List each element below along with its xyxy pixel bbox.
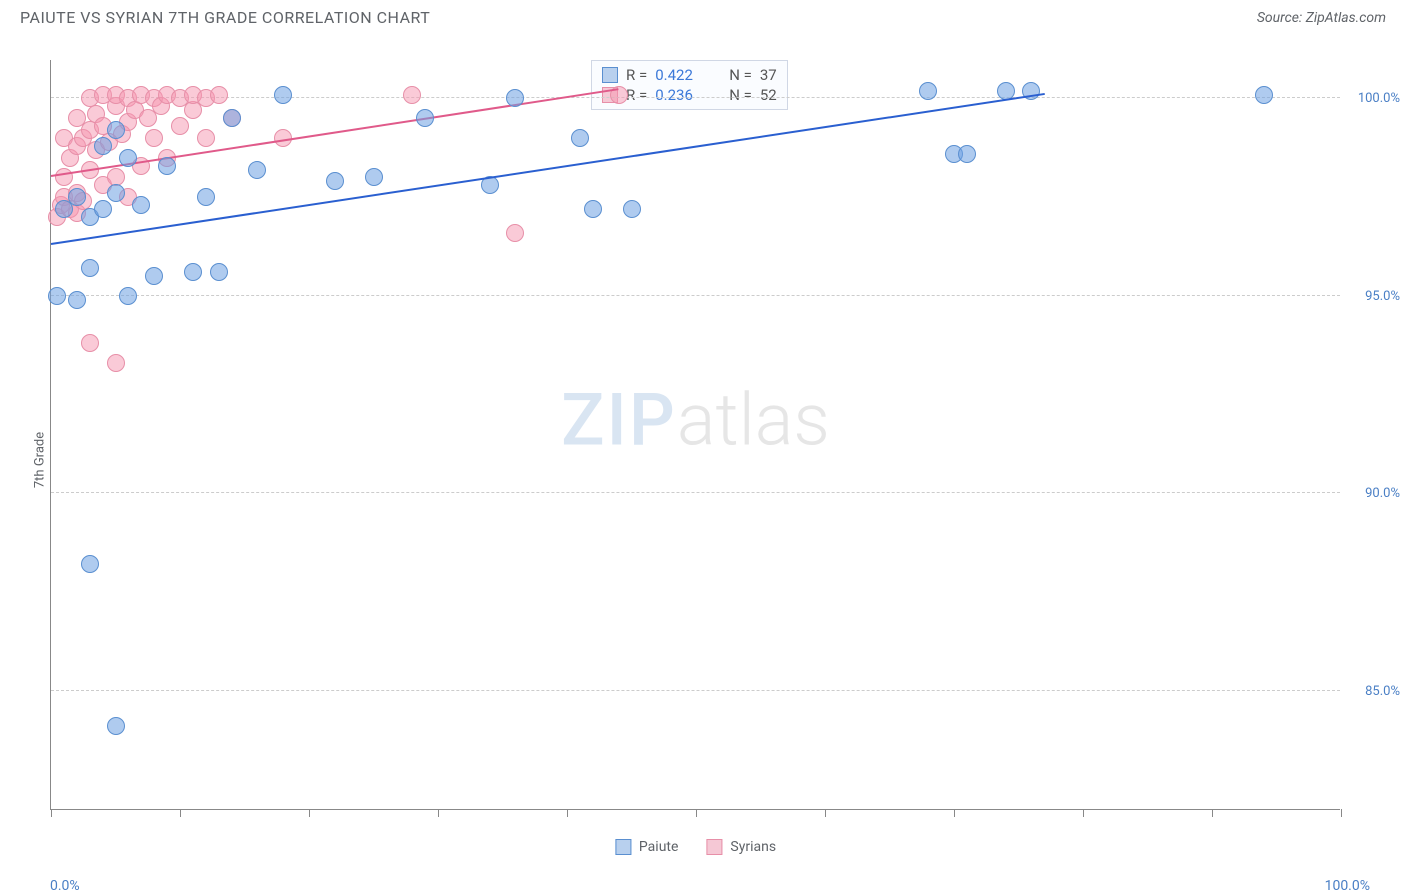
data-point [506,89,524,107]
data-point [326,172,344,190]
x-tick [51,809,52,817]
stats-row: R = 0.236 N = 52 [602,85,777,105]
gridline [51,492,1340,493]
data-point [107,121,125,139]
data-point [210,263,228,281]
x-tick [1341,809,1342,817]
data-point [107,184,125,202]
chart-title: PAIUTE VS SYRIAN 7TH GRADE CORRELATION C… [20,8,430,27]
watermark-atlas: atlas [677,377,830,462]
data-point [68,291,86,309]
gridline [51,295,1340,296]
y-tick-label: 90.0% [1365,486,1400,501]
y-tick-label: 100.0% [1358,91,1400,106]
x-tick [825,809,826,817]
data-point [197,129,215,147]
x-tick [954,809,955,817]
data-point [197,188,215,206]
series-legend: Paiute Syrians [615,839,776,855]
x-tick [438,809,439,817]
legend-swatch-blue [615,839,631,855]
data-point [94,200,112,218]
legend-label-syrians: Syrians [730,839,776,855]
data-point [171,117,189,135]
y-tick-label: 95.0% [1365,289,1400,304]
r-value: 0.422 [655,66,705,84]
n-label: N = [729,66,752,84]
data-point [210,86,228,104]
data-point [81,259,99,277]
r-value: 0.236 [655,86,705,104]
data-point [223,109,241,127]
data-point [119,149,137,167]
x-tick [1212,809,1213,817]
data-point [145,267,163,285]
data-point [958,145,976,163]
data-point [119,287,137,305]
legend-item-paiute: Paiute [615,839,679,855]
data-point [506,224,524,242]
r-label: R = [626,86,647,104]
x-tick [696,809,697,817]
y-tick-label: 85.0% [1365,684,1400,699]
data-point [919,82,937,100]
data-point [81,334,99,352]
data-point [571,129,589,147]
x-tick [309,809,310,817]
x-tick [180,809,181,817]
data-point [184,263,202,281]
x-tick [1083,809,1084,817]
data-point [403,86,421,104]
gridline [51,690,1340,691]
chart-container: 7th Grade ZIPatlas R = 0.422 N = 37 R = 0.236… [20,40,1386,880]
stats-swatch [602,67,618,83]
data-point [132,196,150,214]
data-point [68,188,86,206]
plot-area: ZIPatlas R =0.422N =37R =0.236N =52 Paiu… [50,60,1340,810]
y-axis-title: 7th Grade [33,432,48,488]
data-point [158,157,176,175]
data-point [623,200,641,218]
data-point [248,161,266,179]
data-point [107,354,125,372]
stats-row: R = 0.422 N = 37 [602,65,777,85]
watermark: ZIPatlas [561,377,830,462]
data-point [48,287,66,305]
data-point [584,200,602,218]
watermark-zip: ZIP [561,377,677,462]
source-label: Source: ZipAtlas.com [1257,10,1386,26]
data-point [145,129,163,147]
data-point [416,109,434,127]
legend-swatch-pink [706,839,722,855]
data-point [365,168,383,186]
legend-item-syrians: Syrians [706,839,776,855]
n-value: 52 [760,86,777,104]
data-point [81,555,99,573]
n-label: N = [729,86,752,104]
data-point [94,137,112,155]
legend-label-paiute: Paiute [639,839,679,855]
r-label: R = [626,66,647,84]
data-point [1255,86,1273,104]
data-point [274,86,292,104]
data-point [107,717,125,735]
x-tick [567,809,568,817]
n-value: 37 [760,66,777,84]
gridline [51,97,1340,98]
